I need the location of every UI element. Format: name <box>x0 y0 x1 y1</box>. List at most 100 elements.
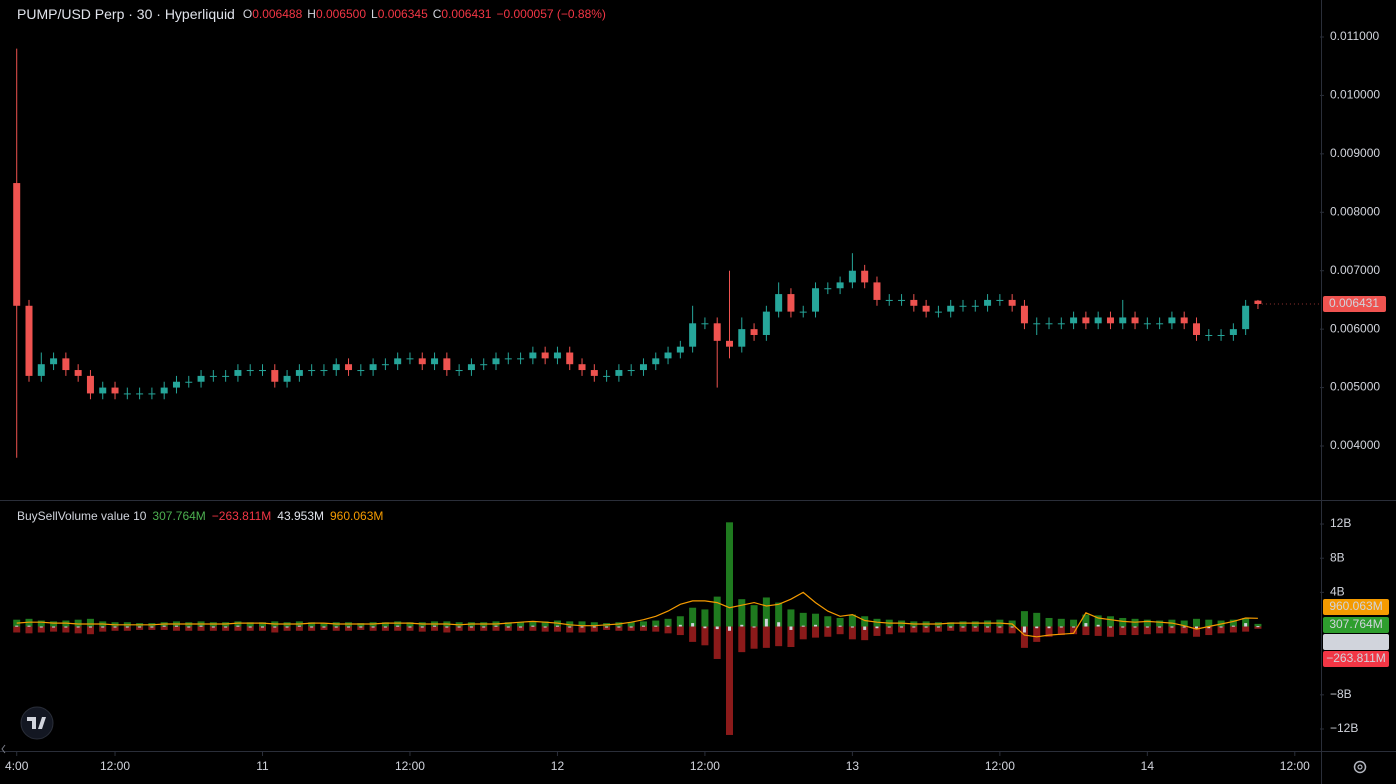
candle-body <box>824 288 832 290</box>
volume-bar <box>88 626 92 628</box>
volume-bar <box>1207 626 1211 629</box>
volume-bar <box>1229 626 1237 633</box>
value-badge <box>1323 617 1389 633</box>
x-tick-label: 12:00 <box>1280 759 1310 773</box>
x-tick-label: 12:00 <box>690 759 720 773</box>
settings-button[interactable] <box>1353 760 1367 774</box>
candle-body <box>615 370 623 376</box>
volume-bar <box>517 626 525 631</box>
candle-body <box>185 381 193 383</box>
volume-bar <box>799 626 807 640</box>
candle-body <box>1229 329 1237 335</box>
volume-bar <box>394 621 402 627</box>
candle-body <box>1008 299 1016 306</box>
candle-body <box>750 329 758 335</box>
volume-bar <box>310 626 314 628</box>
scroll-left[interactable] <box>1 744 6 754</box>
candle-body <box>1180 317 1188 324</box>
candle-body <box>99 387 107 394</box>
candle-body <box>701 323 709 325</box>
volume-bar <box>332 626 340 631</box>
readout-key: H <box>307 7 316 21</box>
volume-bar <box>381 626 389 631</box>
volume-bar <box>676 626 684 636</box>
y-tick-label: 0.004000 <box>1330 438 1380 452</box>
y-tick-label: 0.010000 <box>1330 88 1380 102</box>
volume-bar <box>482 626 486 628</box>
volume-bar <box>150 626 154 628</box>
readout-value: 0.006500 <box>316 7 366 21</box>
volume-bar <box>799 612 807 627</box>
volume-bar <box>187 626 191 628</box>
volume-bar <box>1192 626 1200 637</box>
candle-body <box>836 282 844 289</box>
volume-bar <box>443 626 451 633</box>
volume-bar <box>371 626 375 628</box>
volume-bar <box>1033 626 1041 642</box>
candle-body <box>283 375 291 382</box>
candle-body <box>1217 334 1225 336</box>
volume-bar <box>848 626 856 640</box>
volume-bar <box>775 602 783 627</box>
candle-body <box>136 393 144 395</box>
candle-body <box>922 305 930 312</box>
volume-bar <box>1182 626 1186 628</box>
volume-bar <box>211 626 215 628</box>
candle-body <box>160 387 168 394</box>
volume-bar <box>27 625 31 627</box>
volume-bar <box>1170 626 1174 628</box>
volume-bar <box>1057 618 1065 627</box>
volume-bar <box>605 626 609 628</box>
last-price-badge <box>1323 295 1386 312</box>
volume-bar <box>113 626 117 628</box>
volume-bar <box>1219 626 1223 628</box>
y-tick-label: 4B <box>1330 585 1345 599</box>
candle-body <box>1106 317 1114 324</box>
gear-ring <box>1353 760 1367 774</box>
series-line <box>16 591 1258 638</box>
volume-bar <box>357 623 365 627</box>
volume-bar <box>639 621 647 627</box>
candle-body <box>627 370 635 372</box>
candle-body <box>259 370 267 372</box>
volume-bar <box>86 618 94 627</box>
volume-bar <box>420 626 424 628</box>
candle-body <box>1045 323 1053 325</box>
volume-bar <box>1082 614 1090 627</box>
candle-body <box>934 311 942 313</box>
candle-body <box>676 346 684 353</box>
volume-bar <box>37 626 45 633</box>
candle-body <box>295 370 303 376</box>
volume-bar <box>873 626 881 636</box>
candle-body <box>320 370 328 372</box>
candle-body <box>492 358 500 365</box>
logo-circle[interactable] <box>20 706 54 740</box>
volume-bar <box>836 626 844 635</box>
volume-bar <box>406 622 414 627</box>
volume-bar <box>824 626 832 637</box>
series-bar <box>15 618 1260 633</box>
volume-bar <box>949 626 953 628</box>
candle-body <box>455 370 463 372</box>
volume-bar <box>480 626 488 631</box>
volume-bar <box>1180 620 1188 627</box>
tv-logo[interactable] <box>20 706 54 740</box>
volume-bar <box>334 626 338 628</box>
volume-bar <box>947 626 955 631</box>
volume-bar <box>566 621 574 627</box>
volume-bar <box>347 626 351 628</box>
volume-bar <box>900 626 904 628</box>
volume-bar <box>910 626 918 633</box>
candle-body <box>713 323 721 341</box>
volume-bar <box>148 626 156 630</box>
volume-bar <box>1045 626 1053 637</box>
candle-body <box>1033 323 1041 325</box>
volume-bar <box>738 599 746 627</box>
volume-bar <box>703 626 707 629</box>
volume-bar <box>578 626 586 633</box>
volume-bar <box>912 626 916 628</box>
volume-bar <box>531 625 535 627</box>
candle-body <box>971 305 979 307</box>
candle-body <box>369 364 377 371</box>
